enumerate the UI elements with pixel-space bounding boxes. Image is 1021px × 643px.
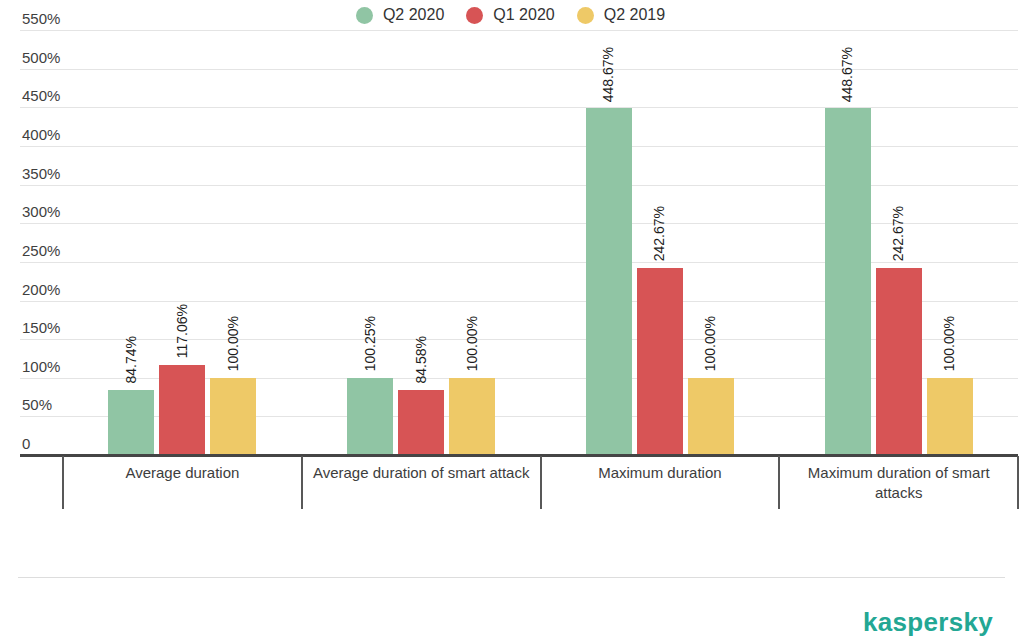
- legend-item: Q1 2020: [466, 6, 554, 24]
- legend-label: Q2 2020: [383, 6, 444, 24]
- category-divider-tick: [1017, 456, 1019, 509]
- y-axis-tick-label: 100%: [22, 359, 60, 374]
- y-axis-tick-label: 400%: [22, 127, 60, 142]
- y-axis-tick-label: 200%: [22, 282, 60, 297]
- bar-q2-2019: [688, 378, 734, 455]
- y-axis-tick-label: 150%: [22, 320, 60, 335]
- legend-label: Q2 2019: [604, 6, 665, 24]
- gridline: [20, 30, 1018, 31]
- bar-q1-2020: [398, 390, 444, 455]
- y-axis-tick-label: 50%: [22, 397, 52, 412]
- bar-value-label: 84.58%: [413, 336, 430, 383]
- footer-divider: [18, 577, 1005, 578]
- legend-label: Q1 2020: [493, 6, 554, 24]
- bar-value-label: 448.67%: [600, 47, 617, 102]
- bar-value-label: 242.67%: [890, 206, 907, 261]
- bar-q1-2020: [876, 268, 922, 456]
- gridline: [20, 69, 1018, 70]
- bar-value-label: 100.00%: [225, 316, 242, 371]
- y-axis-tick-label: 300%: [22, 204, 60, 219]
- y-axis-tick-label: 0: [22, 436, 30, 451]
- legend-swatch-icon: [577, 7, 594, 24]
- bar-q2-2019: [449, 378, 495, 455]
- legend-swatch-icon: [466, 7, 483, 24]
- category-divider-tick: [62, 456, 64, 509]
- legend-item: Q2 2019: [577, 6, 665, 24]
- x-axis-line: [20, 454, 1018, 457]
- y-axis-tick-label: 350%: [22, 166, 60, 181]
- y-axis-tick-label: 500%: [22, 50, 60, 65]
- bar-value-label: 100.25%: [362, 316, 379, 371]
- x-axis-category-label: Maximum duration: [549, 463, 772, 483]
- bar-value-label: 84.74%: [123, 336, 140, 383]
- bar-q2-2019: [210, 378, 256, 455]
- bar-q1-2020: [637, 268, 683, 456]
- bar-q2-2020: [825, 108, 871, 455]
- bar-q2-2020: [108, 390, 154, 456]
- y-axis-tick-label: 450%: [22, 88, 60, 103]
- x-axis-category-label: Average duration of smart attack: [310, 463, 533, 483]
- bar-value-label: 117.06%: [174, 304, 191, 358]
- bar-value-label: 100.00%: [464, 316, 481, 371]
- legend-swatch-icon: [356, 7, 373, 24]
- bar-value-label: 100.00%: [702, 316, 719, 371]
- y-axis-tick-label: 250%: [22, 243, 60, 258]
- legend-item: Q2 2020: [356, 6, 444, 24]
- bar-q2-2020: [586, 108, 632, 455]
- bar-value-label: 242.67%: [651, 206, 668, 261]
- bar-q2-2019: [927, 378, 973, 455]
- legend: Q2 2020 Q1 2020 Q2 2019: [0, 0, 1021, 30]
- chart-canvas: 0 50% 100% 150% 200% 250% 300% 350% 400% 450% 500%…: [0, 0, 1021, 643]
- bar-value-label: 448.67%: [839, 47, 856, 102]
- bar-q1-2020: [159, 365, 205, 456]
- bar-q2-2020: [347, 378, 393, 456]
- kaspersky-logo: kaspersky: [863, 607, 993, 638]
- bar-value-label: 100.00%: [941, 316, 958, 371]
- x-axis-category-label: Maximum duration of smart attacks: [787, 463, 1010, 504]
- category-divider-tick: [778, 456, 780, 509]
- category-divider-tick: [540, 456, 542, 509]
- category-divider-tick: [301, 456, 303, 509]
- x-axis-category-label: Average duration: [71, 463, 294, 483]
